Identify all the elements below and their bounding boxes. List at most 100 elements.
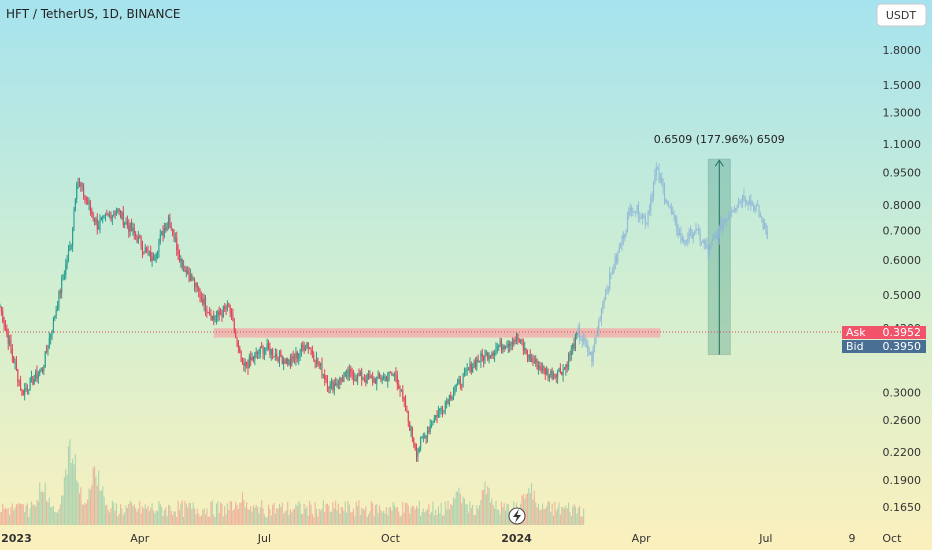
volume-bar <box>455 491 457 525</box>
volume-bar <box>215 503 218 525</box>
candle-body <box>203 297 205 305</box>
volume-bar <box>139 501 141 525</box>
candle-body <box>605 290 607 300</box>
volume-bar <box>17 503 19 525</box>
candle-body <box>277 356 279 362</box>
candle-body <box>561 372 563 376</box>
volume-bar <box>120 504 122 525</box>
volume-bar <box>313 517 315 525</box>
volume-bar <box>496 509 498 525</box>
candle-body <box>151 256 153 262</box>
candle-body <box>570 348 572 356</box>
candle-body <box>391 372 393 376</box>
candle-body <box>481 353 483 357</box>
candle-body <box>261 347 263 348</box>
volume-bar <box>195 514 197 525</box>
volume-bar <box>522 494 524 525</box>
candle-body <box>372 377 374 383</box>
candle-body <box>48 337 50 348</box>
candle-body <box>181 258 183 268</box>
candle-body <box>599 320 601 322</box>
time-tick-label: Apr <box>632 532 652 545</box>
volume-bar <box>189 503 191 525</box>
candle-body <box>757 204 759 206</box>
candle-body <box>28 389 30 391</box>
volume-bar <box>581 516 583 525</box>
measure-arrow-head <box>714 159 724 167</box>
candle-body <box>706 243 708 249</box>
candle-body <box>18 381 20 383</box>
candle-body <box>298 354 300 359</box>
volume-bar <box>103 496 105 525</box>
volume-bar <box>321 508 323 525</box>
candle-body <box>215 316 218 320</box>
candle-body <box>104 214 107 216</box>
volume-bar <box>483 489 485 525</box>
time-axis[interactable]: 2023 Apr Jul Oct 2024 Apr Jul Oct 9 <box>1 532 902 545</box>
bid-value: 0.3950 <box>883 340 922 353</box>
ask-label: Ask <box>846 326 866 339</box>
volume-bar <box>272 504 274 525</box>
volume-bar <box>468 512 470 525</box>
candle-body <box>654 175 656 184</box>
candle-body <box>558 368 560 372</box>
lightning-icon[interactable] <box>508 507 526 525</box>
volume-bar <box>126 508 128 525</box>
volume-bar <box>41 491 44 525</box>
volume-bar <box>440 502 442 525</box>
candle-body <box>592 347 594 362</box>
candle-body <box>218 311 220 315</box>
currency-button[interactable]: USDT <box>876 3 927 27</box>
candle-body <box>515 333 518 341</box>
volume-bar <box>115 503 118 525</box>
candle-body <box>331 381 333 384</box>
candle-body <box>598 321 600 332</box>
volume-bar <box>165 507 167 525</box>
candle-body <box>529 354 531 362</box>
candle-body <box>766 231 768 239</box>
candle-body <box>672 212 674 214</box>
candle-body <box>328 386 330 389</box>
candle-body <box>262 347 264 354</box>
volume-bar <box>50 506 52 525</box>
volume-bar <box>209 516 211 525</box>
volume-bar <box>77 482 79 525</box>
volume-bar <box>132 506 134 525</box>
volume-bar <box>65 468 67 525</box>
candle-body <box>320 363 322 366</box>
candle-body <box>88 202 90 205</box>
candle-body <box>502 346 504 351</box>
volume-bar <box>237 508 239 525</box>
volume-bar <box>476 505 478 525</box>
candle-body <box>318 363 320 366</box>
candle-body <box>40 368 42 372</box>
volume-bar <box>128 503 130 525</box>
volume-bar <box>83 505 85 525</box>
volume-bar <box>344 501 346 525</box>
volume-bar <box>81 504 83 525</box>
volume-bar <box>166 515 168 525</box>
measure-tool-layer[interactable] <box>707 158 731 356</box>
candle-body <box>10 339 12 349</box>
candle-body <box>506 346 508 348</box>
candle-body <box>739 201 741 203</box>
price-axis[interactable]: 1.8000 1.5000 1.3000 1.1000 0.9500 0.8000 0.70… <box>883 44 922 514</box>
volume-bar <box>433 515 435 525</box>
volume-bar <box>435 509 437 525</box>
volume-bar <box>525 494 527 525</box>
candle-body <box>409 421 411 431</box>
volume-bar <box>174 511 176 525</box>
candle-body <box>366 374 368 383</box>
candle-body <box>595 335 597 343</box>
volume-bar <box>580 516 582 525</box>
volume-bar <box>146 508 148 525</box>
volume-bar <box>274 513 276 525</box>
volume-bar <box>385 507 387 525</box>
candle-body <box>150 251 152 262</box>
candle-body <box>258 353 260 355</box>
candle-body <box>26 387 28 390</box>
candle-body <box>411 426 413 439</box>
candle-body <box>285 358 287 364</box>
candle-body <box>463 370 466 374</box>
